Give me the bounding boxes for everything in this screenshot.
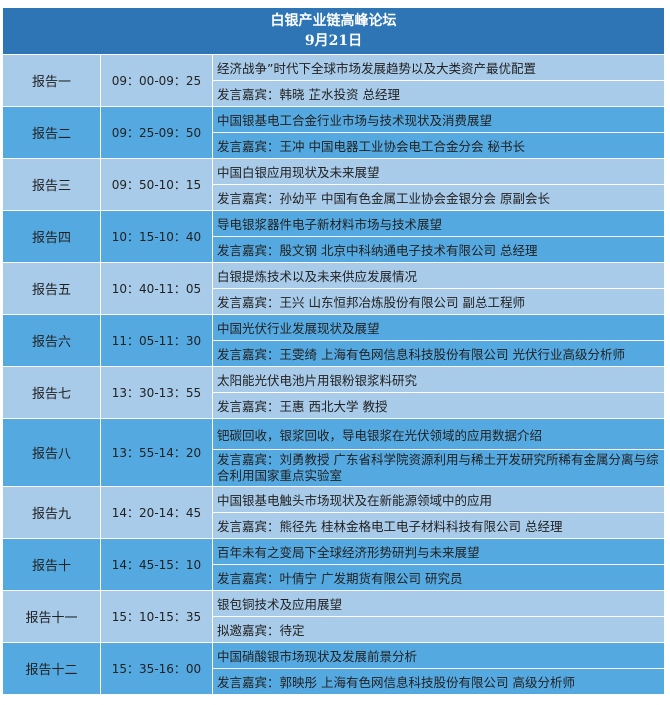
table-row: 报告四 10：15-10：40 导电银浆器件电子新材料市场与技术展望 发言嘉宾：…	[3, 211, 664, 263]
report-label: 报告十	[3, 539, 101, 590]
table-row: 报告十 14：45-15：10 百年未有之变局下全球经济形势研判与未来展望 发言…	[3, 539, 664, 591]
table-header: 白银产业链高峰论坛 9月21日	[3, 8, 664, 55]
report-time: 10：15-10：40	[101, 211, 213, 262]
report-label: 报告九	[3, 487, 101, 538]
forum-date: 9月21日	[304, 33, 363, 49]
report-time: 14：45-15：10	[101, 539, 213, 590]
report-topic: 中国光伏行业发展现状及展望	[213, 315, 664, 341]
report-speaker: 发言嘉宾：王冲 中国电器工业协会电工合金分会 秘书长	[217, 139, 525, 154]
report-label: 报告四	[3, 211, 101, 262]
report-time: 10：40-11：05	[101, 263, 213, 314]
table-row: 报告一 09：00-09：25 经济战争”时代下全球市场发展趋势以及大类资产最优…	[3, 55, 664, 107]
report-time: 15：35-16：00	[101, 643, 213, 694]
report-speaker: 发言嘉宾：王雯绮 上海有色网信息科技股份有限公司 光伏行业高级分析师	[217, 347, 625, 362]
report-label: 报告十二	[3, 643, 101, 694]
report-speaker: 发言嘉宾：王兴 山东恒邦冶炼股份有限公司 副总工程师	[217, 295, 525, 310]
report-time: 13：30-13：55	[101, 367, 213, 418]
table-row: 报告八 13：55-14：20 钯碳回收，银浆回收，导电银浆在光伏领域的应用数据…	[3, 419, 664, 487]
report-topic: 导电银浆器件电子新材料市场与技术展望	[213, 211, 664, 237]
report-speaker: 发言嘉宾：郭映彤 上海有色网信息科技股份有限公司 高级分析师	[217, 675, 575, 690]
report-label: 报告二	[3, 107, 101, 158]
report-time: 15：10-15：35	[101, 591, 213, 642]
report-speaker: 发言嘉宾：韩晓 芷水投资 总经理	[217, 87, 400, 102]
schedule-table: 白银产业链高峰论坛 9月21日 报告一 09：00-09：25 经济战争”时代下…	[3, 8, 664, 695]
report-topic: 银包铜技术及应用展望	[213, 591, 664, 617]
report-label: 报告六	[3, 315, 101, 366]
table-row: 报告九 14：20-14：45 中国银基电触头市场现状及在新能源领域中的应用 发…	[3, 487, 664, 539]
report-time: 14：20-14：45	[101, 487, 213, 538]
table-row: 报告二 09：25-09：50 中国银基电工合金行业市场与技术现状及消费展望 发…	[3, 107, 664, 159]
forum-title: 白银产业链高峰论坛	[270, 13, 397, 29]
report-time: 13：55-14：20	[101, 419, 213, 486]
table-row: 报告十一 15：10-15：35 银包铜技术及应用展望 拟邀嘉宾：待定	[3, 591, 664, 643]
report-label: 报告三	[3, 159, 101, 210]
report-topic: 中国硝酸银市场现状及发展前景分析	[213, 643, 664, 669]
report-label: 报告五	[3, 263, 101, 314]
table-row: 报告十二 15：35-16：00 中国硝酸银市场现状及发展前景分析 发言嘉宾：郭…	[3, 643, 664, 695]
report-topic: 中国银基电触头市场现状及在新能源领域中的应用	[213, 487, 664, 513]
report-topic: 中国白银应用现状及未来展望	[213, 159, 664, 185]
report-time: 09：00-09：25	[101, 55, 213, 106]
report-speaker: 发言嘉宾：孙幼平 中国有色金属工业协会金银分会 原副会长	[217, 191, 550, 206]
report-topic: 钯碳回收，银浆回收，导电银浆在光伏领域的应用数据介绍	[213, 419, 664, 450]
report-speaker: 发言嘉宾：王惠 西北大学 教授	[217, 399, 388, 414]
table-row: 报告三 09：50-10：15 中国白银应用现状及未来展望 发言嘉宾：孙幼平 中…	[3, 159, 664, 211]
report-topic: 经济战争”时代下全球市场发展趋势以及大类资产最优配置	[213, 55, 664, 81]
report-speaker: 发言嘉宾：刘勇教授 广东省科学院资源利用与稀土开发研究所稀有金属分离与综合利用国…	[217, 452, 659, 483]
report-label: 报告一	[3, 55, 101, 106]
report-speaker: 发言嘉宾：熊径先 桂林金格电工电子材料科技有限公司 总经理	[217, 519, 563, 534]
report-speaker: 发言嘉宾：叶倩宁 广发期货有限公司 研究员	[217, 571, 463, 586]
report-topic: 中国银基电工合金行业市场与技术现状及消费展望	[213, 107, 664, 133]
table-row: 报告六 11：05-11：30 中国光伏行业发展现状及展望 发言嘉宾：王雯绮 上…	[3, 315, 664, 367]
report-topic: 白银提炼技术以及未来供应发展情况	[213, 263, 664, 289]
report-label: 报告八	[3, 419, 101, 486]
report-label: 报告七	[3, 367, 101, 418]
report-speaker: 拟邀嘉宾：待定	[217, 623, 305, 638]
report-time: 09：25-09：50	[101, 107, 213, 158]
report-speaker: 发言嘉宾：殷文钢 北京中科纳通电子技术有限公司 总经理	[217, 243, 538, 258]
report-topic: 百年未有之变局下全球经济形势研判与未来展望	[213, 539, 664, 565]
table-row: 报告五 10：40-11：05 白银提炼技术以及未来供应发展情况 发言嘉宾：王兴…	[3, 263, 664, 315]
report-topic: 太阳能光伏电池片用银粉银浆料研究	[213, 367, 664, 393]
table-row: 报告七 13：30-13：55 太阳能光伏电池片用银粉银浆料研究 发言嘉宾：王惠…	[3, 367, 664, 419]
report-label: 报告十一	[3, 591, 101, 642]
report-time: 11：05-11：30	[101, 315, 213, 366]
report-time: 09：50-10：15	[101, 159, 213, 210]
